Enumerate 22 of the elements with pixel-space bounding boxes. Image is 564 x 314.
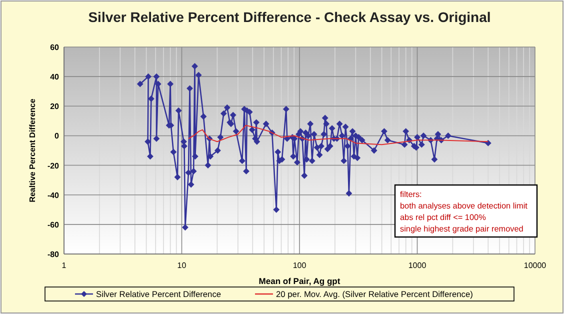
x-tick-label: 10000 xyxy=(524,261,547,270)
annotation: single highest grade pair removed xyxy=(400,224,524,234)
y-tick-label: 60 xyxy=(50,43,60,52)
y-tick-label: -80 xyxy=(47,250,60,259)
x-axis-title: Mean of Pair, Ag gpt xyxy=(258,276,340,286)
legend-label: Silver Relative Percent Difference xyxy=(96,289,222,299)
y-tick-label: 0 xyxy=(54,132,60,141)
y-tick-label: 20 xyxy=(50,102,60,112)
x-tick-label: 1 xyxy=(62,261,67,270)
annotation: both analyses above detection limit xyxy=(400,202,528,210)
y-tick-label: -40 xyxy=(47,190,60,200)
chart-title: Silver Relative Percent Difference - Check Assay vs. Original xyxy=(88,9,491,25)
y-tick-label: 40 xyxy=(50,72,60,82)
annotation: abs rel pct diff <= 100% xyxy=(400,213,486,222)
x-tick-label: 100 xyxy=(292,261,307,270)
y-axis-title: Realtive Percent Difference xyxy=(28,98,37,202)
annotation: filters: xyxy=(400,190,422,199)
x-tick-label: 10 xyxy=(177,261,187,270)
legend-label: 20 per. Mov. Avg. (Silver Relative Percent Difference) xyxy=(276,289,474,299)
y-tick-label: -60 xyxy=(47,220,60,230)
y-tick-label: -20 xyxy=(47,161,60,170)
x-tick-label: 1000 xyxy=(408,261,427,270)
